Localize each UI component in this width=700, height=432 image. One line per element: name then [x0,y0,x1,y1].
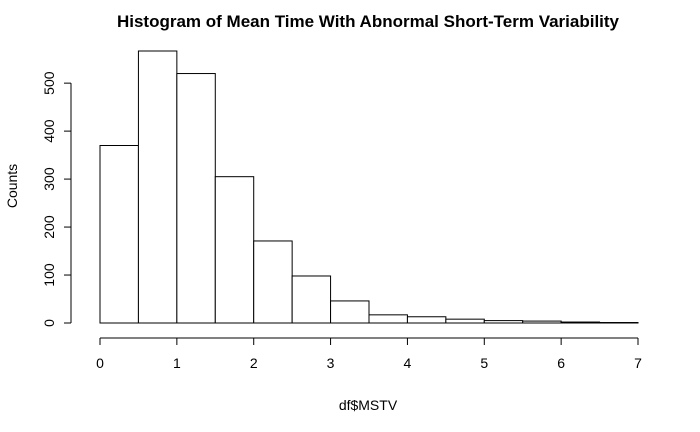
histogram-bar [522,320,562,324]
histogram-bar [253,240,293,324]
histogram-bar [214,176,255,324]
histogram-bar [291,275,332,324]
x-tick-label: 4 [404,355,412,371]
x-tick-label: 5 [480,355,488,371]
x-tick-label: 3 [327,355,335,371]
bars-group [99,50,639,324]
y-tick-label: 200 [41,215,57,239]
chart-title: Histogram of Mean Time With Abnormal Sho… [117,12,620,31]
histogram-bar [483,320,524,324]
y-tick-label: 400 [41,119,57,143]
y-tick-label: 0 [41,319,57,327]
histogram-bar [137,50,178,324]
x-tick-label: 7 [634,355,642,371]
y-tick-label: 300 [41,167,57,191]
y-tick-label: 100 [41,263,57,287]
x-tick-label: 2 [250,355,258,371]
histogram-bar [445,318,485,324]
y-axis: 0 100 200 300 400 500 [41,71,72,327]
y-axis-label: Counts [4,164,20,208]
x-tick-label: 1 [173,355,181,371]
x-axis: 0 1 2 3 4 5 6 7 [96,337,642,371]
x-axis-label: df$MSTV [339,397,398,413]
y-tick-label: 500 [41,71,57,95]
histogram-bar [560,321,601,324]
histogram-bar [368,314,408,324]
x-tick-label: 6 [557,355,565,371]
histogram-bar [330,300,370,324]
histogram-bar [176,73,216,324]
histogram-bar [99,145,139,324]
histogram-bar [406,316,447,324]
x-tick-label: 0 [96,355,104,371]
